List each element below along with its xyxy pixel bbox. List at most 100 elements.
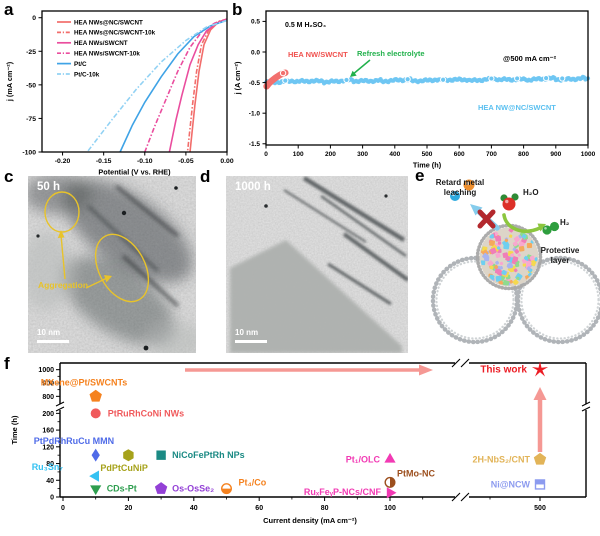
marker-2h-nbs-cnt: [533, 452, 547, 465]
stable-band-marker: [404, 76, 411, 83]
nanoparticle-grain: [503, 243, 510, 250]
panel-b-ytick: 0.5: [251, 19, 260, 26]
panel-f-xtick: 80: [321, 505, 329, 512]
curve-hea-nws-swcnt: [168, 18, 228, 153]
panel-d-time-label: 1000 h: [235, 181, 271, 193]
metal-atom-orange: [463, 179, 475, 191]
nanoparticle-grain: [529, 259, 537, 267]
point-label-ru-fe-p-ncs-cnf: RuₓFeᵧP-NCs/CNF: [304, 487, 382, 497]
nanoparticle-grain: [512, 241, 518, 247]
stable-band-marker: [282, 77, 289, 84]
point-label-pt-co: Pt₄/Co: [239, 478, 267, 488]
nanoparticle-grain: [496, 246, 501, 250]
marker-nicofeptrh-nps: [156, 450, 166, 460]
point-label-ptrurhconi-nws: PtRuRhCoNi NWs: [108, 408, 185, 418]
panel-b-stability-chart: 0.5 0.0 -0.5 -1.0 -1.50 100 200 300 400 500 600 700…: [233, 10, 596, 170]
panel-d-scalebar-label: 10 nm: [235, 328, 259, 337]
legend-label-hea-nws-swcnt-10k: HEA NWs/SWCNT-10k: [74, 51, 140, 58]
nanoparticle-grain: [517, 253, 521, 257]
panel-b-ytick: -1.5: [249, 141, 261, 148]
curve-hea-nws-swcnt-10k: [144, 18, 228, 153]
panel-c-tem-image-50h: 50 h Aggregation 10 nm: [28, 176, 196, 353]
stable-band-marker: [488, 75, 495, 82]
panel-f-xlabel: Current density (mA cm⁻²): [263, 516, 357, 525]
nanoparticle-grain: [509, 279, 514, 284]
panel-f-benchmark-scatter: 0 20 40 60 80 100 500 0 40 80 120 160 200 800 900 1000 C…: [10, 358, 591, 525]
nanoparticle-grain: [512, 279, 519, 286]
panel-f-xtick: 60: [255, 505, 263, 512]
hea-nanoparticle: [475, 223, 543, 291]
legend-label-hea-nws-nc-swcnt: HEA NWs@NC/SWCNT: [74, 19, 143, 26]
dark-particle: [121, 210, 127, 216]
nanoparticle-grain: [489, 240, 496, 247]
tem-d-substrate-region: [230, 240, 402, 353]
nanoparticle-grain: [533, 257, 538, 262]
panel-b-xtick: 400: [389, 151, 400, 158]
panel-label-e: e: [415, 166, 425, 185]
panel-a-ytick: -50: [26, 82, 36, 89]
aggregation-circle-1: [44, 191, 80, 233]
panel-b-xtick: 200: [325, 151, 336, 158]
panel-label-f: f: [4, 354, 10, 373]
panel-label-b: b: [232, 0, 243, 19]
panel-e-schematic: Retard metal leaching H₂O H₂ Protective …: [430, 178, 600, 345]
stable-band-marker: [343, 76, 350, 84]
panel-b-xlabel: Time (h): [413, 161, 442, 170]
nanoparticle-grain: [523, 255, 529, 261]
panel-label-c: c: [4, 167, 14, 186]
marker-ru-sn: [89, 470, 99, 482]
arrowhead-icon: [533, 387, 547, 400]
panel-a-xlabel: Potential (V vs. RHE): [98, 168, 171, 177]
cnt-ring-right: [515, 255, 600, 345]
nanoparticle-grain: [495, 275, 502, 282]
electrolyte-label: 0.5 M H₂SO₄: [285, 22, 326, 29]
nanoparticle-grain: [512, 256, 519, 263]
panel-a-ytick: 0: [32, 15, 36, 22]
panel-f-frame: [59, 362, 587, 498]
aggregation-arrow-2: [85, 277, 108, 289]
blocked-cross-icon: [477, 209, 496, 229]
nanoparticle-grain: [526, 260, 532, 267]
panel-a-ytick: -100: [22, 150, 36, 157]
arrowhead-icon: [104, 275, 112, 283]
curve-pt-c-10k: [86, 19, 228, 153]
panel-a-xtick: -0.10: [137, 158, 153, 165]
point-label-nicofeptrh-nps: NiCoFePtRh NPs: [172, 450, 245, 460]
nanoparticle-grain: [495, 235, 502, 242]
point-label-ru-sn: Ru₃Sn₇: [32, 462, 64, 472]
panel-f-ytick: 40: [46, 478, 54, 485]
h2-molecule: [542, 221, 560, 235]
aggregation-arrow-1: [60, 234, 66, 280]
panel-f-ytick: 200: [42, 411, 54, 418]
panel-b-ytick: -0.5: [249, 80, 261, 87]
panel-f-xtick: 40: [190, 505, 198, 512]
panel-b-xtick: 500: [422, 151, 433, 158]
panel-f-xtick: 20: [125, 505, 133, 512]
nanoparticle-grain: [516, 276, 520, 281]
nanoparticle-grain: [497, 241, 502, 245]
nanoparticle-grain: [509, 234, 513, 238]
nanoparticle-grain: [522, 263, 527, 267]
h2o-molecule: [500, 193, 519, 211]
stable-band-marker: [514, 75, 521, 82]
panel-a-xtick: -0.15: [96, 158, 112, 165]
panel-f-ytick: 1000: [38, 367, 54, 374]
marker-pdptcunip: [123, 449, 134, 462]
panel-b-xtick: 600: [454, 151, 465, 158]
panel-a-ylabel: j (mA cm⁻²): [5, 61, 14, 102]
nanoparticle-grain: [526, 266, 531, 271]
curve-pt-c: [119, 19, 228, 153]
point-label-pt-olc: Pt₁/OLC: [346, 454, 381, 464]
arrowhead-icon: [57, 230, 65, 238]
legend-label-hea-nws-swcnt: HEA NWs/SWCNT: [74, 40, 128, 47]
dark-particle: [264, 204, 268, 208]
arrowhead-icon: [350, 70, 357, 77]
point-label-pdptcunip: PdPtCuNiP: [100, 463, 148, 473]
panel-a-ytick: -25: [26, 49, 36, 56]
nanoparticle-grain: [501, 269, 507, 276]
nanoparticle-grain: [526, 242, 533, 249]
marker-cds-pt: [90, 485, 102, 496]
panel-b-xtick: 300: [357, 151, 368, 158]
panel-b-ytick: 0.0: [251, 49, 260, 56]
